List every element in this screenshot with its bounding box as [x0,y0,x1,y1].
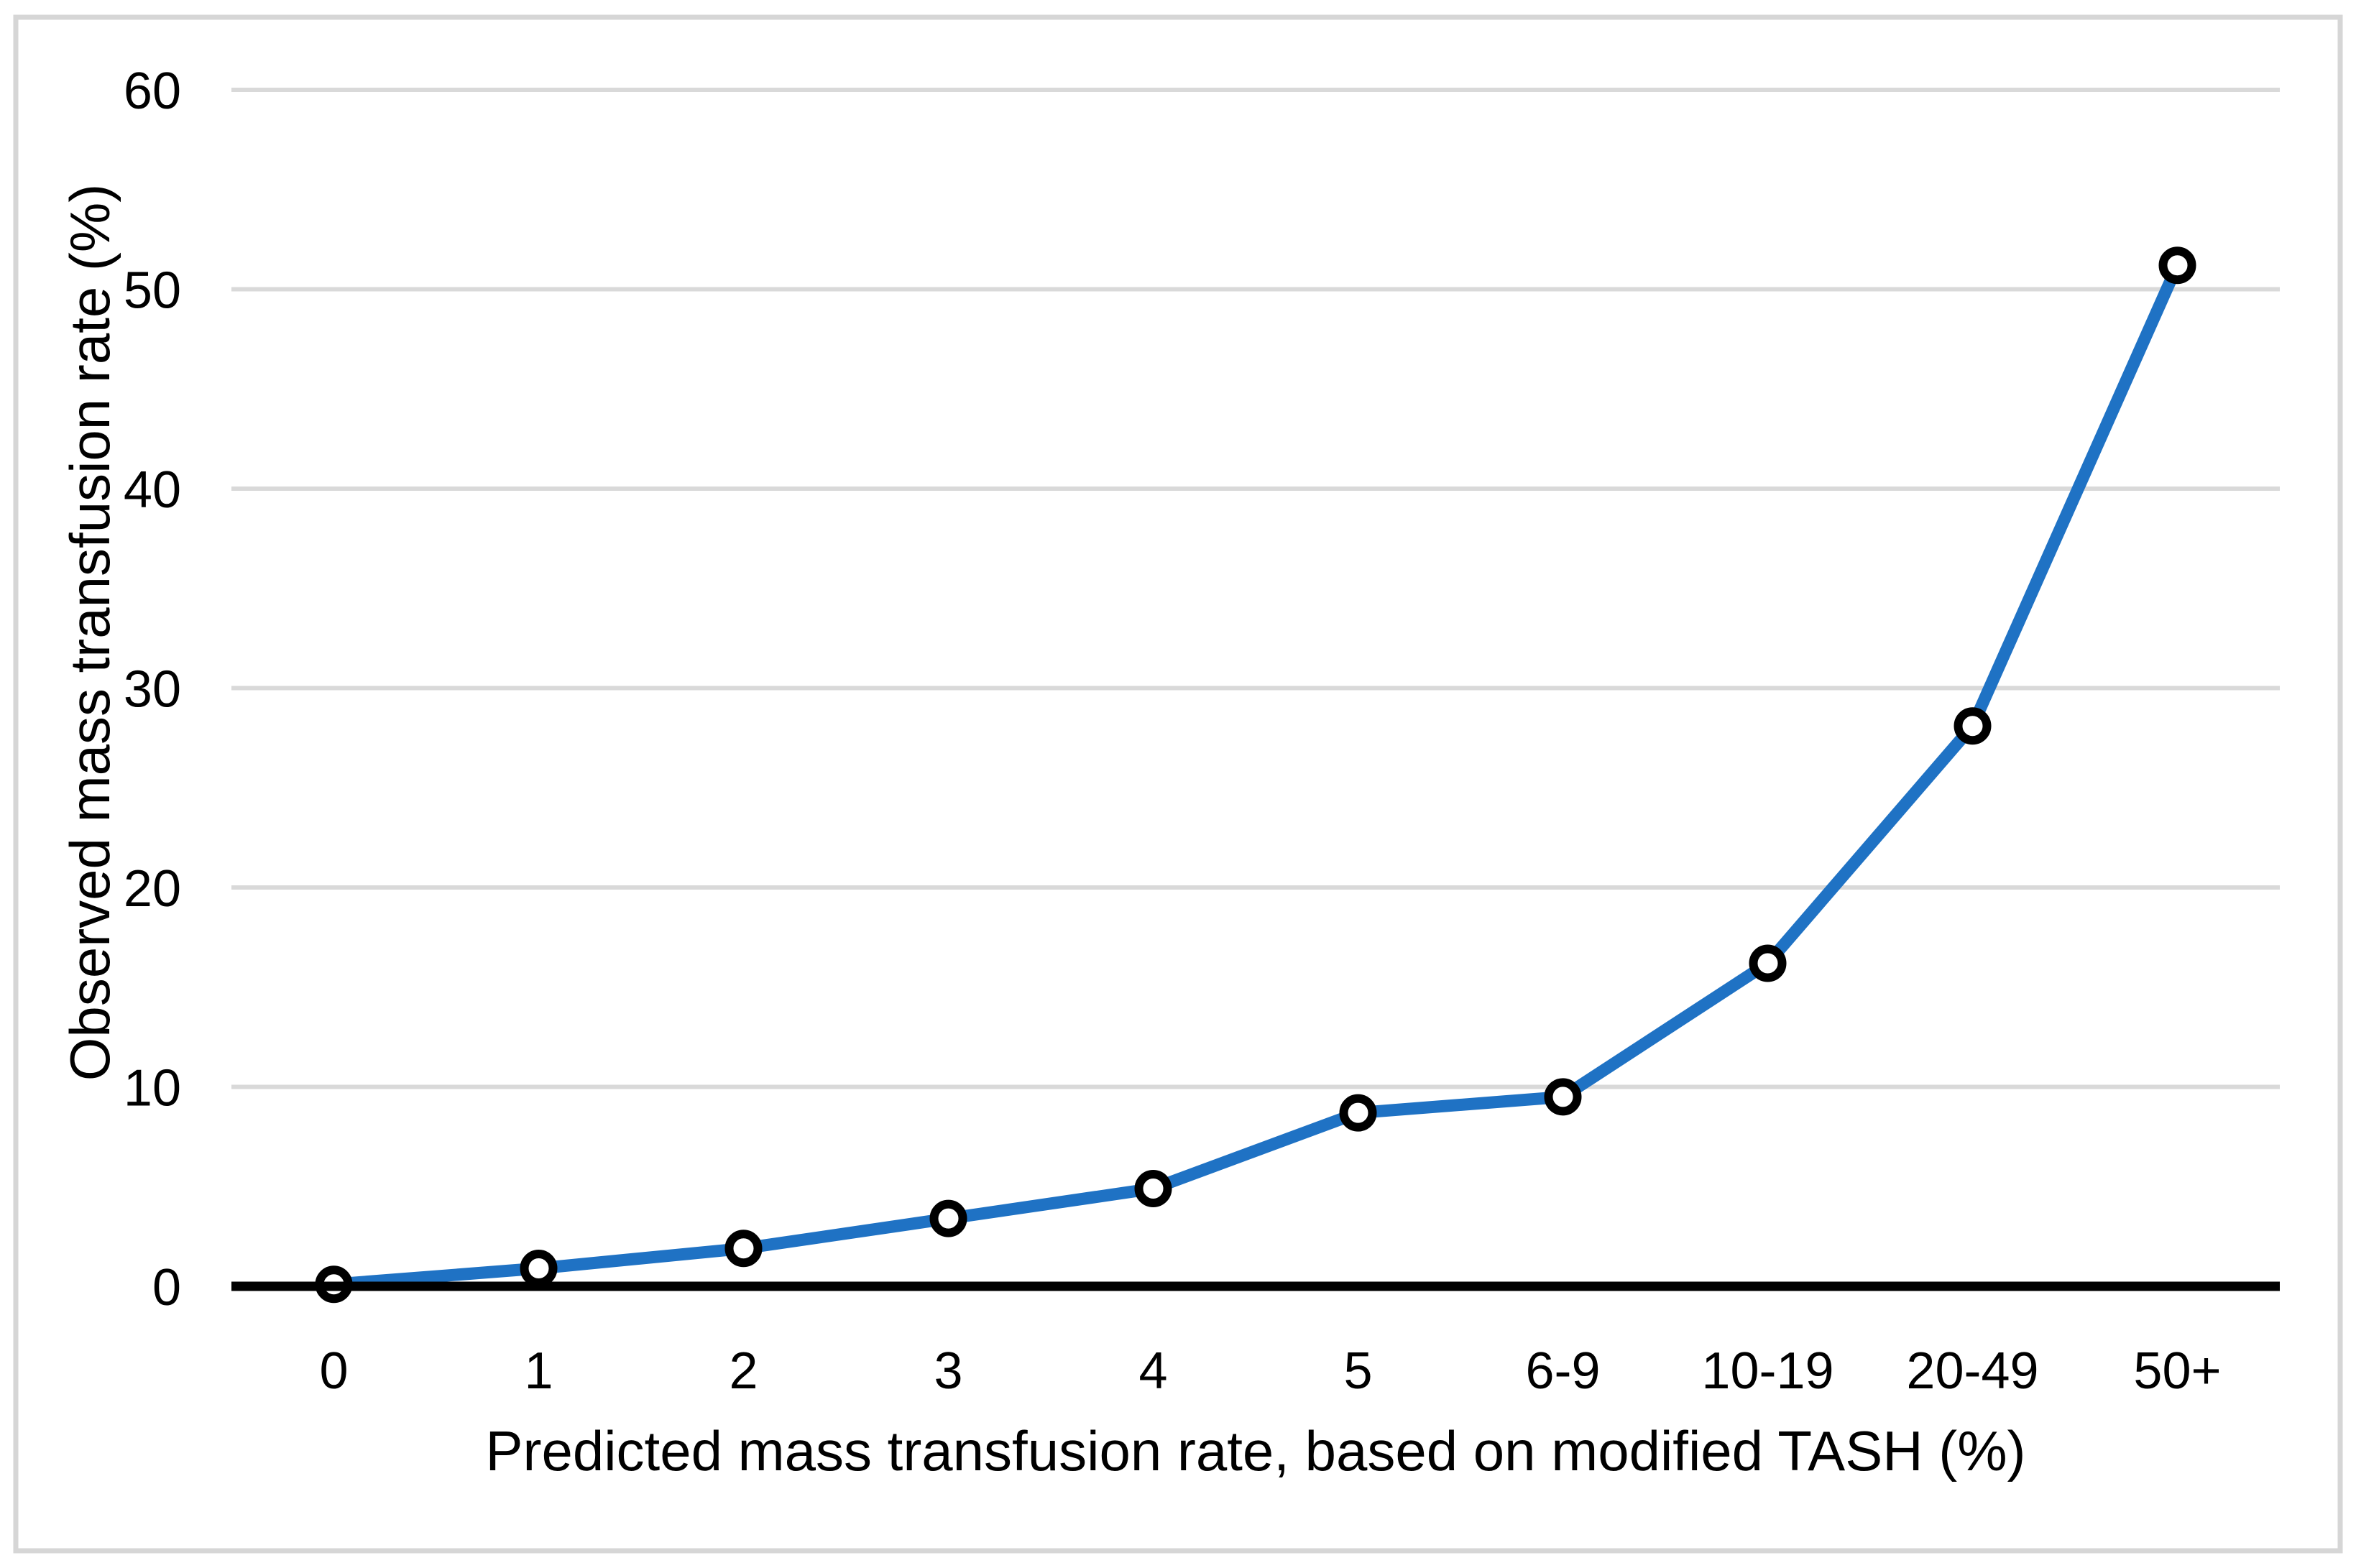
figure-border [13,14,2343,1554]
x-tick-label-10-19: 10-19 [1701,1342,1833,1400]
x-tick-label-6-9: 6-9 [1525,1342,1600,1400]
y-tick-label-40: 40 [124,461,181,519]
y-tick-label-10: 10 [124,1060,181,1117]
x-axis-title: Predicted mass transfusion rate, based o… [485,1419,2025,1482]
data-point-marker-5 [1339,1094,1377,1132]
y-tick-label-0: 0 [152,1259,181,1316]
y-tick-labels-group: 0 10 20 30 40 50 60 [124,63,181,1316]
data-point-marker-4 [1134,1170,1172,1208]
x-tick-label-1: 1 [524,1342,553,1400]
y-axis-title: Observed mass transfusion rate (%) [58,184,121,1081]
x-tick-label-50+: 50+ [2133,1342,2221,1400]
series-group [315,246,2196,1304]
x-tick-label-4: 4 [1138,1342,1167,1400]
x-tick-labels-group: 0 1 2 3 4 5 6-9 10-19 20-49 50+ [319,1342,2221,1400]
y-tick-label-50: 50 [124,262,181,320]
y-tick-label-60: 60 [124,63,181,120]
data-point-marker-6-9 [1544,1078,1582,1116]
y-tick-label-30: 30 [124,661,181,719]
x-tick-label-20-49: 20-49 [1906,1342,2038,1400]
data-point-marker-1 [520,1250,558,1288]
data-point-marker-2 [724,1230,763,1268]
x-tick-label-0: 0 [319,1342,348,1400]
data-point-marker-20-49 [1954,707,1992,745]
data-point-marker-50+ [2158,246,2196,285]
series-line [328,259,2184,1291]
x-tick-label-5: 5 [1343,1342,1372,1400]
data-point-marker-10-19 [1749,944,1787,982]
x-tick-label-2: 2 [729,1342,758,1400]
y-tick-label-20: 20 [124,860,181,918]
x-tick-label-3: 3 [934,1342,962,1400]
data-point-marker-3 [929,1199,967,1237]
gridlines-group [231,88,2280,1089]
